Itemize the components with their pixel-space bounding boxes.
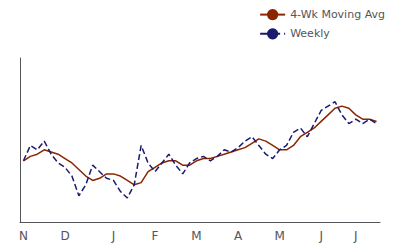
svg-text:Weekly: Weekly: [290, 27, 330, 40]
svg-text:M: M: [274, 229, 284, 243]
svg-text:F: F: [152, 229, 159, 243]
svg-text:J: J: [111, 229, 116, 243]
svg-text:M: M: [191, 229, 201, 243]
svg-text:J: J: [353, 229, 358, 243]
svg-text:4-Wk Moving Avg: 4-Wk Moving Avg: [290, 8, 385, 21]
svg-text:D: D: [60, 229, 69, 243]
svg-text:A: A: [234, 229, 243, 243]
svg-text:J: J: [318, 229, 323, 243]
svg-text:N: N: [19, 229, 28, 243]
